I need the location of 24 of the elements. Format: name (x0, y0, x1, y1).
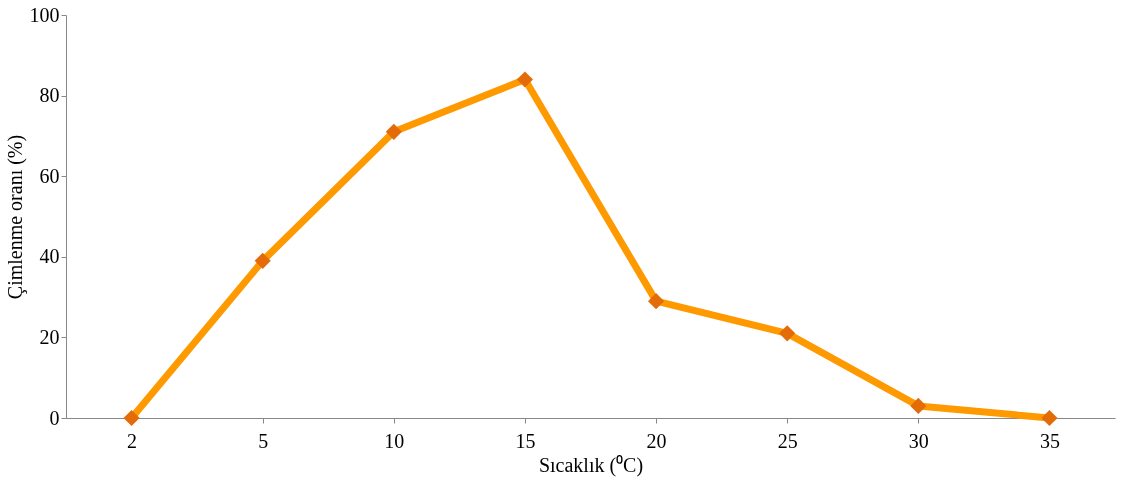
point (123, 409, 140, 427)
x-tick-label: 35 (1039, 429, 1060, 452)
y-tick-label: 20 (39, 325, 60, 348)
x-tick-label: 15 (515, 429, 536, 452)
x-tick-label: 30 (908, 429, 929, 452)
point (516, 71, 533, 88)
x-tick-label: 5 (258, 429, 269, 452)
point (385, 123, 402, 140)
x-axis-title: Sıcaklık (⁰C) (538, 453, 644, 477)
point (254, 252, 271, 269)
x-tick-label: 2 (127, 429, 138, 452)
point (910, 397, 927, 414)
y-axis-title: Çimlenme oranı (%) (3, 134, 27, 300)
x-tick-label: 20 (646, 429, 667, 452)
y-tick-label: 100 (29, 3, 60, 26)
point (648, 293, 665, 310)
y-tick-label: 40 (39, 245, 60, 268)
y-tick-label: 80 (39, 84, 60, 107)
x-tick-label: 25 (777, 429, 798, 452)
point (1041, 409, 1058, 427)
x-tick-label: 10 (384, 429, 405, 452)
y-tick-label: 60 (39, 164, 60, 187)
y-tick-label: 0 (49, 406, 60, 429)
point (779, 325, 796, 342)
